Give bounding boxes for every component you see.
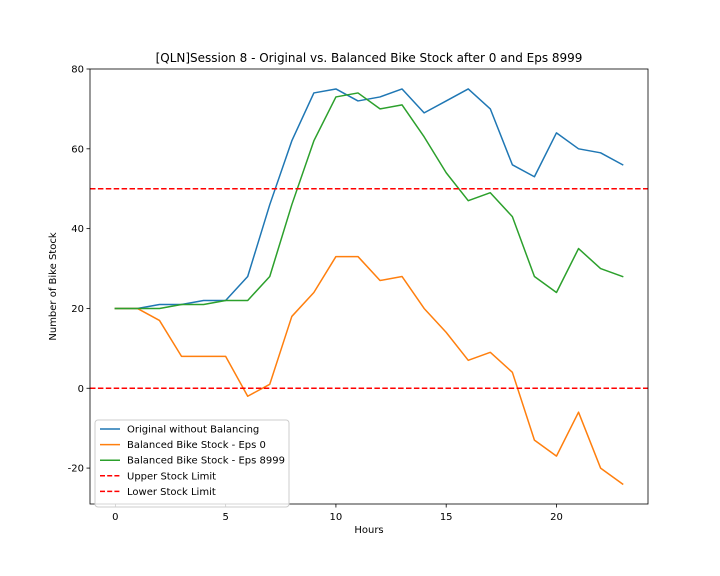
x-tick-label: 10: [330, 512, 343, 523]
legend: Original without Balancing Balanced Bike …: [94, 419, 290, 508]
x-axis-label: Hours: [354, 525, 383, 536]
legend-box: [94, 419, 290, 508]
axes-layer: 0 5 10 15 20 -20 0 20 40 60 80: [68, 65, 649, 523]
x-tick-label: 15: [440, 512, 453, 523]
legend-label: Balanced Bike Stock - Eps 8999: [127, 456, 285, 467]
legend-label: Lower Stock Limit: [127, 487, 216, 498]
series-line-1: [114, 88, 624, 310]
y-tick-label: 60: [71, 144, 84, 155]
y-tick-label: -20: [68, 464, 84, 475]
y-tick-label: 0: [78, 384, 84, 395]
series-line-2: [114, 255, 624, 486]
text-layer: [QLN]Session 8 - Original vs. Balanced B…: [48, 51, 582, 536]
series-line-3: [114, 92, 624, 310]
chart-title: [QLN]Session 8 - Original vs. Balanced B…: [156, 51, 583, 65]
plot-frame: [89, 68, 649, 505]
legend-label: Original without Balancing: [127, 425, 259, 436]
x-tick-label: 20: [550, 512, 563, 523]
y-tick-label: 40: [71, 224, 84, 235]
y-tick-label: 20: [71, 304, 84, 315]
x-tick-label: 5: [222, 512, 228, 523]
legend-label: Upper Stock Limit: [127, 471, 216, 482]
x-tick-label: 0: [112, 512, 118, 523]
legend-label: Balanced Bike Stock - Eps 0: [127, 440, 266, 451]
y-tick-label: 80: [71, 65, 84, 76]
y-axis-label: Number of Bike Stock: [48, 232, 59, 340]
